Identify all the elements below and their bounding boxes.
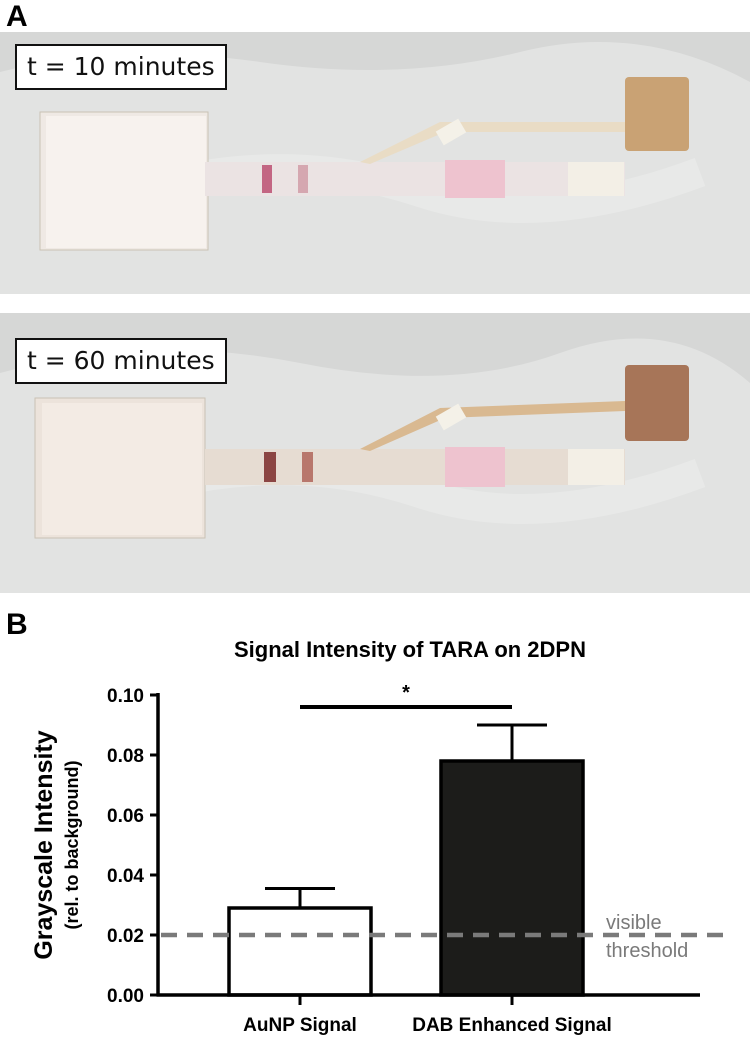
device-illustration-10min (0, 32, 750, 294)
y-tick-label: 0.02 (107, 926, 144, 947)
significance-marker: * (402, 682, 410, 704)
y-tick-label: 0.10 (107, 686, 144, 707)
y-tick-label: 0.04 (107, 866, 144, 887)
lateral-flow-photo-60min: t = 60 minutes (0, 313, 750, 593)
bar-aunp (227, 906, 373, 997)
bar-dab (439, 759, 585, 997)
time-label-10min: t = 10 minutes (15, 44, 227, 90)
y-axis-label: Grayscale Intensity (30, 730, 58, 959)
device-illustration-60min (0, 313, 750, 593)
y-tick-label: 0.06 (107, 806, 144, 827)
x-tick-label: DAB Enhanced Signal (412, 1015, 612, 1036)
lateral-flow-photo-10min: t = 10 minutes (0, 32, 750, 294)
time-label-60min: t = 60 minutes (15, 338, 227, 384)
x-tick-label: AuNP Signal (243, 1015, 357, 1036)
signal-intensity-chart: Signal Intensity of TARA on 2DPN Grayscal… (30, 637, 730, 1036)
panel-a-letter: A (6, 0, 28, 33)
threshold-label-line1: visible (606, 912, 662, 934)
y-axis-sublabel: (rel. to background) (62, 760, 82, 929)
threshold-label-line2: threshold (606, 940, 688, 962)
chart-title: Signal Intensity of TARA on 2DPN (234, 637, 586, 662)
panel-b-letter: B (6, 608, 28, 641)
y-tick-label: 0.08 (107, 746, 144, 767)
y-tick-label: 0.00 (107, 986, 144, 1007)
